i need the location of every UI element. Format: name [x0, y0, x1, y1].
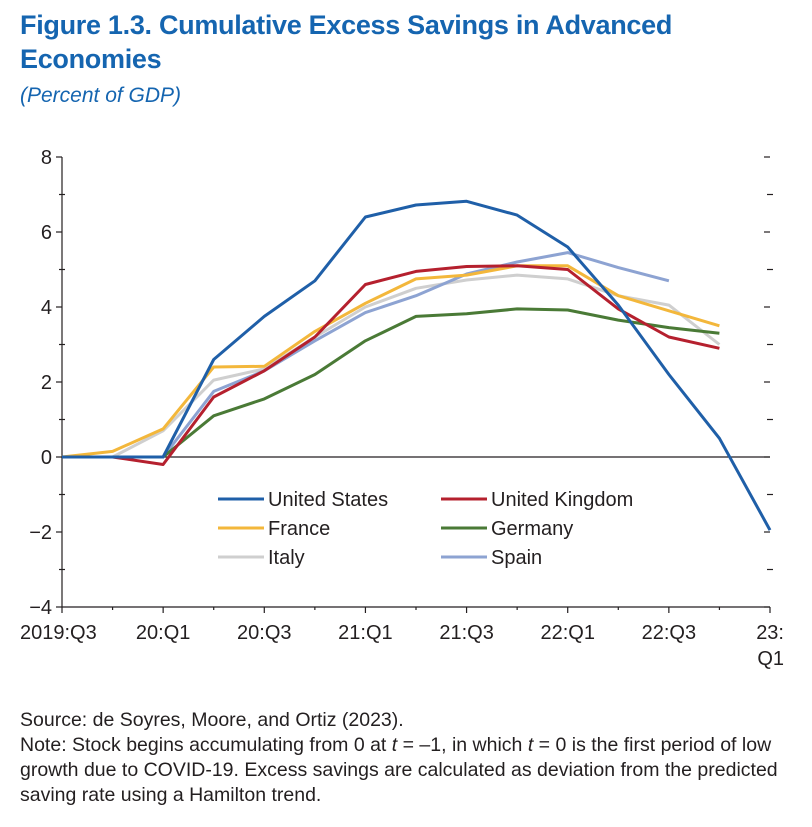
x-tick-label: 22:Q1: [540, 622, 594, 644]
legend-label-italy: Italy: [268, 547, 305, 569]
x-tick-label: 2019:Q3: [20, 622, 97, 644]
series-line-germany: [62, 307, 720, 459]
line-chart: −4 −2 0 2 4 6 8 2019:Q3 20:Q1 20:Q3 21:Q1 21:Q3 22:Q…: [20, 147, 784, 670]
x-tick-label: 22:Q3: [642, 622, 696, 644]
note-text: Note: Stock begins accumulating from 0 a…: [20, 734, 778, 806]
x-tick-label: 20:Q1: [136, 622, 190, 644]
y-tick-label: 6: [41, 222, 52, 244]
y-tick-label: −4: [29, 597, 52, 619]
figure-subtitle: (Percent of GDP): [20, 84, 182, 107]
series-line-france: [61, 264, 720, 459]
y-tick-label: 8: [41, 147, 52, 169]
x-tick-label: Q1: [757, 648, 784, 670]
y-tick-label: 0: [41, 447, 52, 469]
series-line-united-kingdom: [62, 264, 720, 466]
legend-label-united-states: United States: [268, 489, 388, 511]
x-tick-label: 21:Q3: [439, 622, 493, 644]
figure-title: Figure 1.3. Cumulative Excess Savings in…: [20, 10, 673, 74]
chart-lines: [61, 199, 772, 531]
y-tick-label: 4: [41, 297, 52, 319]
x-tick-label: 21:Q1: [338, 622, 392, 644]
series-line-united-states: [62, 199, 772, 531]
y-tick-label: −2: [29, 522, 52, 544]
legend-label-united-kingdom: United Kingdom: [491, 489, 633, 511]
legend-label-spain: Spain: [491, 547, 542, 569]
legend-label-france: France: [268, 518, 330, 540]
y-tick-label: 2: [41, 372, 52, 394]
x-tick-label: 20:Q3: [237, 622, 291, 644]
x-tick-label: 23:: [756, 622, 784, 644]
figure-footer: Source: de Soyres, Moore, and Ortiz (202…: [20, 708, 800, 808]
chart-axes: −4 −2 0 2 4 6 8 2019:Q3 20:Q1 20:Q3 21:Q1 21:Q3 22:Q…: [20, 147, 784, 670]
chart-legend: United States United Kingdom France Germany…: [218, 489, 633, 569]
source-note: Source: de Soyres, Moore, and Ortiz (202…: [20, 709, 404, 731]
legend-label-germany: Germany: [491, 518, 573, 540]
series-line-italy: [62, 273, 721, 459]
